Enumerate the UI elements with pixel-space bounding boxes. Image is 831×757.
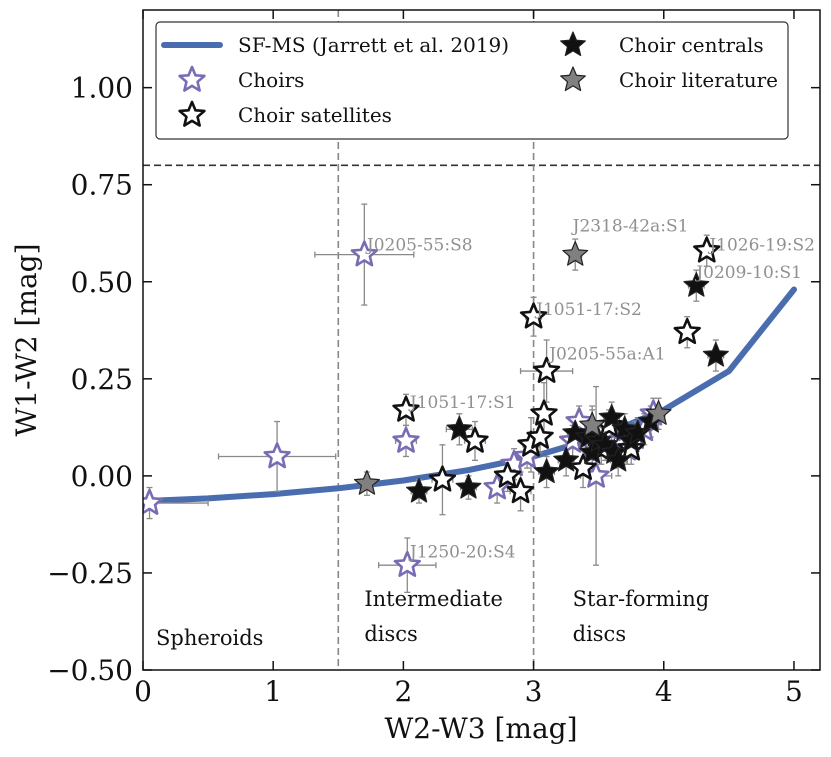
marker-choir-literature-2 (579, 411, 606, 437)
y-axis-label: W1-W2 [mag] (10, 243, 43, 436)
x-tick-label-3: 3 (525, 675, 543, 708)
legend-label-centrals: Choir centrals (619, 33, 764, 57)
marker-choir-satellites-10 (569, 453, 597, 480)
plot-frame (142, 9, 821, 671)
marker-choir-satellites-14 (673, 317, 701, 345)
x-tick-label-4: 4 (655, 675, 673, 708)
annotation-7: J1250-20:S4 (408, 542, 516, 562)
annotation-2: J1026-19:S2 (707, 236, 815, 256)
y-tick-label-2: 0.00 (71, 460, 133, 493)
marker-choirs-0 (143, 488, 164, 515)
marker-choir-satellites-1 (428, 465, 457, 492)
sf-ms-curve (143, 286, 797, 505)
marker-choir-satellites-15 (693, 236, 721, 263)
legend-star-2 (178, 100, 206, 127)
region-label-2-0: Star-forming (573, 587, 710, 611)
marker-choir-centrals-0 (406, 477, 432, 503)
marker-choirs-2 (350, 240, 378, 267)
marker-choir-centrals-2 (455, 473, 482, 499)
legend-centrals-star-icon (560, 31, 586, 57)
marker-choir-literature-1 (562, 240, 589, 266)
legend-choirs-star-icon (178, 65, 206, 92)
y-tick-label-4: 0.50 (71, 266, 133, 299)
marker-choir-centrals-1 (446, 415, 473, 441)
legend: SF-MS (Jarrett et al. 2019) Choirs Choir… (155, 21, 789, 140)
annotation-5: J0205-55a:A1 (547, 344, 665, 364)
legend-literature-star-icon (560, 66, 586, 92)
sf-ms-curve-layer (143, 286, 797, 505)
x-axis-ticks: 0 1 2 3 4 5 (134, 10, 803, 708)
marker-choir-satellites-6 (519, 302, 548, 329)
annotation-4: J1051-17:S2 (534, 300, 642, 320)
annotation-layer: J0205-55:S8 J2318-42a:S1 J1026-19:S2 J0209-… (365, 216, 815, 562)
legend-star-3 (560, 31, 586, 57)
marker-choir-centrals-18 (702, 341, 729, 367)
marker-choir-centrals-4 (553, 446, 580, 472)
legend-label-literature: Choir literature (619, 68, 778, 92)
marker-choir-literature-3 (645, 400, 672, 425)
legend-star-1 (178, 65, 206, 92)
marker-choirs-3 (392, 426, 420, 453)
marker-choir-literature-0 (353, 470, 380, 495)
marker-choirs-1 (263, 442, 291, 469)
marker-choir-satellites-3 (493, 461, 522, 488)
legend-box (155, 21, 789, 140)
y-axis-ticks: −0.50 −0.25 0.00 0.25 0.50 0.75 1.00 (47, 72, 820, 687)
legend-star-4 (560, 66, 586, 92)
annotation-3: J0209-10:S1 (694, 263, 802, 283)
marker-choir-satellites-8 (530, 399, 558, 426)
marker-choir-centrals-3 (533, 458, 560, 484)
legend-satellites-star-icon (178, 100, 206, 127)
y-tick-label-3: 0.25 (71, 363, 133, 396)
legend-label-choirs: Choirs (238, 68, 304, 92)
x-tick-label-5: 5 (785, 675, 803, 708)
marker-layer (143, 236, 729, 577)
marker-choir-satellites-7 (526, 422, 554, 449)
x-tick-label-2: 2 (394, 675, 412, 708)
y-tick-label-6: 1.00 (71, 72, 133, 105)
legend-label-satellites: Choir satellites (238, 103, 392, 127)
marker-choir-centrals-12 (605, 446, 632, 472)
y-tick-label-1: −0.25 (47, 557, 133, 590)
region-labels: Spheroids Intermediate discs Star-forming di… (156, 587, 709, 650)
annotation-6: J1051-17:S1 (408, 393, 516, 413)
annotation-1: J2318-42a:S1 (571, 216, 689, 236)
region-label-2-1: discs (573, 622, 626, 646)
marker-choir-centrals-17 (683, 272, 710, 297)
marker-choirs-4 (393, 550, 421, 577)
x-tick-label-0: 0 (134, 675, 152, 708)
region-label-0-0: Spheroids (156, 626, 263, 650)
region-label-1-0: Intermediate (364, 587, 503, 611)
marker-choir-satellites-0 (392, 395, 420, 422)
x-tick-label-1: 1 (264, 675, 282, 708)
y-tick-label-0: −0.50 (47, 654, 133, 687)
y-tick-label-5: 0.75 (71, 169, 133, 202)
marker-choir-satellites-4 (506, 477, 535, 504)
annotation-0: J0205-55:S8 (365, 236, 473, 256)
region-label-1-1: discs (364, 622, 417, 646)
marker-choir-satellites-9 (532, 356, 561, 383)
marker-choir-centrals-10 (598, 404, 625, 429)
x-axis-label: W2-W3 [mag] (384, 712, 577, 745)
legend-label-sf-ms: SF-MS (Jarrett et al. 2019) (238, 33, 509, 57)
